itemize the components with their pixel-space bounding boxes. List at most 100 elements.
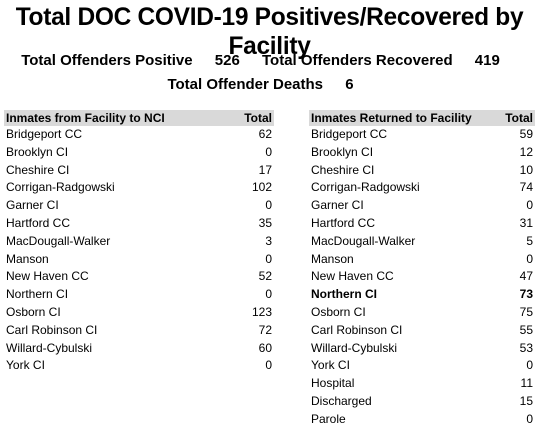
facility-total: 123 bbox=[251, 304, 272, 319]
facility-total: 52 bbox=[258, 269, 272, 284]
table-row: New Haven CC 52 bbox=[4, 268, 274, 286]
facility-name: Parole bbox=[311, 411, 346, 426]
table-row: Parole 0 bbox=[309, 411, 535, 429]
facility-total: 12 bbox=[519, 144, 533, 159]
facility-name: Discharged bbox=[311, 393, 372, 408]
table-row: Manson 0 bbox=[4, 251, 274, 269]
table-row: Willard-Cybulski 53 bbox=[309, 340, 535, 358]
facility-total: 0 bbox=[526, 358, 533, 373]
facility-total: 74 bbox=[519, 180, 533, 195]
table-row: Willard-Cybulski 60 bbox=[4, 340, 274, 358]
table-row: Manson 0 bbox=[309, 251, 535, 269]
facility-name: Northern CI bbox=[6, 287, 69, 302]
facility-name: Carl Robinson CI bbox=[6, 322, 98, 337]
table-row: Northern CI 0 bbox=[4, 286, 274, 304]
facility-name: Brooklyn CI bbox=[6, 144, 69, 159]
table-row: Cheshire CI 10 bbox=[309, 162, 535, 180]
table-row: Corrigan-Radgowski 102 bbox=[4, 179, 274, 197]
right-header-total: Total bbox=[505, 111, 533, 125]
positive-value: 526 bbox=[214, 52, 240, 69]
table-row: MacDougall-Walker 5 bbox=[309, 233, 535, 251]
table-row: Brooklyn CI 0 bbox=[4, 144, 274, 162]
facility-total: 53 bbox=[519, 340, 533, 355]
facility-total: 0 bbox=[526, 251, 533, 266]
facility-name: Manson bbox=[311, 251, 354, 266]
facility-total: 15 bbox=[519, 393, 533, 408]
facility-total: 75 bbox=[519, 304, 533, 319]
table-row: Hartford CC 31 bbox=[309, 215, 535, 233]
facility-total: 59 bbox=[519, 127, 533, 141]
table-row: Brooklyn CI 12 bbox=[309, 144, 535, 162]
facility-total: 0 bbox=[526, 198, 533, 213]
positive-label: Total Offenders Positive bbox=[21, 52, 193, 69]
facility-name: Cheshire CI bbox=[6, 162, 70, 177]
facility-name: MacDougall-Walker bbox=[311, 233, 416, 248]
left-header-total: Total bbox=[244, 111, 272, 125]
facility-name: Garner CI bbox=[6, 198, 59, 213]
facility-name: York CI bbox=[6, 358, 45, 373]
facility-name: Hospital bbox=[311, 376, 355, 391]
table-row: Garner CI 0 bbox=[4, 197, 274, 215]
facility-total: 72 bbox=[258, 322, 272, 337]
facility-name: Willard-Cybulski bbox=[6, 340, 93, 355]
table-row: Cheshire CI 17 bbox=[4, 162, 274, 180]
facility-name: Garner CI bbox=[311, 198, 364, 213]
table-row: Bridgeport CC 62 bbox=[4, 126, 274, 144]
facility-total: 60 bbox=[258, 340, 272, 355]
left-header-name: Inmates from Facility to NCI bbox=[6, 111, 165, 125]
table-row: Osborn CI 123 bbox=[4, 304, 274, 322]
facility-total: 0 bbox=[265, 358, 272, 373]
facility-total: 31 bbox=[519, 215, 533, 230]
facility-name: Osborn CI bbox=[311, 304, 366, 319]
table-row: MacDougall-Walker 3 bbox=[4, 233, 274, 251]
right-header-name: Inmates Returned to Facility bbox=[311, 111, 472, 125]
left-table: Inmates from Facility to NCI Total Bridg… bbox=[4, 110, 274, 375]
facility-name: MacDougall-Walker bbox=[6, 233, 111, 248]
table-row: Corrigan-Radgowski 74 bbox=[309, 179, 535, 197]
table-row: Carl Robinson CI 55 bbox=[309, 322, 535, 340]
facility-name: York CI bbox=[311, 358, 350, 373]
facility-total: 0 bbox=[265, 144, 272, 159]
facility-name: Willard-Cybulski bbox=[311, 340, 398, 355]
facility-name: Bridgeport CC bbox=[6, 127, 83, 141]
page-title: Total DOC COVID-19 Positives/Recovered b… bbox=[15, 3, 524, 60]
facility-name: Manson bbox=[6, 251, 49, 266]
facility-total: 73 bbox=[519, 287, 533, 302]
right-table: Inmates Returned to Facility Total Bridg… bbox=[309, 110, 535, 429]
facility-name: Bridgeport CC bbox=[311, 127, 388, 141]
facility-total: 0 bbox=[526, 411, 533, 426]
stats-deaths-line: Total Offender Deaths 6 bbox=[0, 76, 539, 93]
facility-total: 11 bbox=[520, 376, 533, 391]
facility-name: Hartford CC bbox=[311, 215, 376, 230]
facility-name: Hartford CC bbox=[6, 215, 71, 230]
table-row: Garner CI 0 bbox=[309, 197, 535, 215]
stats-summary-line: Total Offenders Positive 526 Total Offen… bbox=[0, 52, 539, 69]
facility-name: Brooklyn CI bbox=[311, 144, 374, 159]
table-row: Osborn CI 75 bbox=[309, 304, 535, 322]
facility-name: Osborn CI bbox=[6, 304, 61, 319]
facility-total: 47 bbox=[519, 269, 533, 284]
facility-total: 55 bbox=[519, 322, 533, 337]
facility-total: 17 bbox=[258, 162, 272, 177]
facility-total: 0 bbox=[265, 251, 272, 266]
table-row: Hospital 11 bbox=[309, 375, 535, 393]
table-row: York CI 0 bbox=[4, 357, 274, 375]
table-row: Bridgeport CC 59 bbox=[309, 126, 535, 144]
table-row: New Haven CC 47 bbox=[309, 268, 535, 286]
recovered-label: Total Offenders Recovered bbox=[262, 52, 453, 69]
facility-total: 0 bbox=[265, 198, 272, 213]
facility-total: 35 bbox=[258, 215, 272, 230]
facility-total: 62 bbox=[258, 127, 272, 141]
recovered-value: 419 bbox=[474, 52, 500, 69]
facility-name: Corrigan-Radgowski bbox=[6, 180, 115, 195]
table-row-highlighted: Northern CI 73 bbox=[309, 286, 535, 304]
facility-name: Carl Robinson CI bbox=[311, 322, 403, 337]
facility-total: 102 bbox=[251, 180, 272, 195]
facility-total: 3 bbox=[265, 233, 272, 248]
left-table-header: Inmates from Facility to NCI Total bbox=[4, 110, 274, 126]
right-table-header: Inmates Returned to Facility Total bbox=[309, 110, 535, 126]
deaths-label: Total Offender Deaths bbox=[167, 76, 324, 93]
table-row: York CI 0 bbox=[309, 357, 535, 375]
facility-name: New Haven CC bbox=[311, 269, 394, 284]
facility-name: Corrigan-Radgowski bbox=[311, 180, 420, 195]
